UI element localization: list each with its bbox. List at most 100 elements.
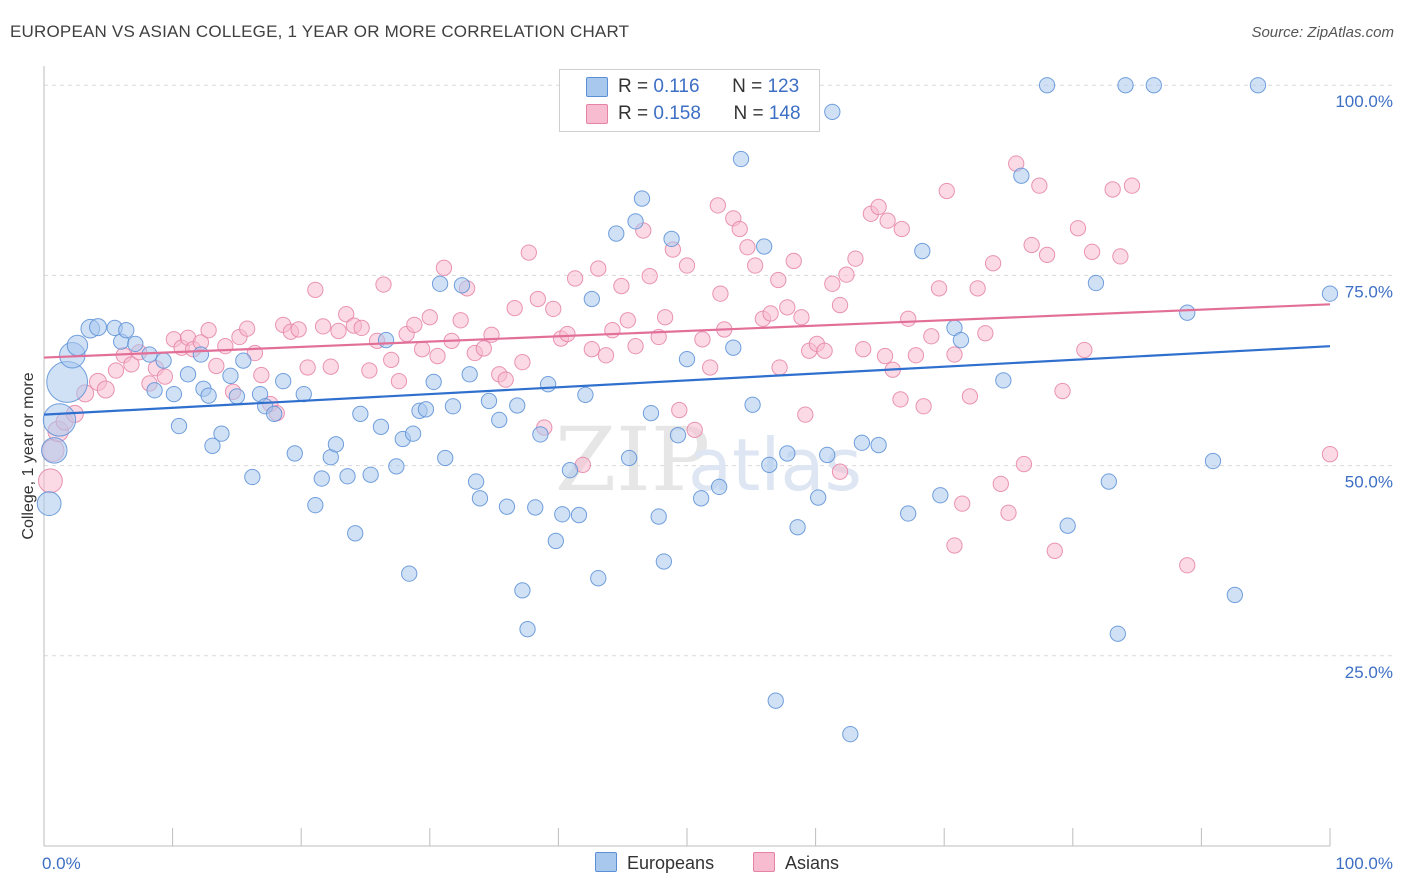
- european-point: [547, 532, 564, 550]
- asian-point: [671, 401, 688, 419]
- european-point: [1100, 473, 1117, 490]
- trend-lines: [43, 303, 1331, 416]
- asian-point: [497, 371, 514, 388]
- european-point: [192, 346, 210, 363]
- asian-point: [413, 341, 431, 358]
- european-point: [900, 505, 917, 522]
- european-point: [824, 103, 841, 120]
- asian-point: [96, 380, 115, 399]
- european-point: [1204, 452, 1222, 470]
- asian-point: [870, 198, 887, 216]
- asian-point: [1000, 504, 1017, 521]
- european-point: [200, 387, 217, 404]
- asian-point: [429, 347, 446, 365]
- asian-point: [770, 271, 787, 289]
- asian-point: [831, 296, 849, 314]
- asian-point: [938, 182, 955, 200]
- european-point: [779, 445, 796, 462]
- asian-point: [992, 475, 1009, 493]
- y-tick-label: 100.0%: [1335, 92, 1393, 111]
- european-point: [842, 726, 859, 743]
- asian-point: [771, 359, 788, 376]
- european-point: [561, 462, 579, 479]
- european-point: [620, 449, 638, 467]
- european-point: [663, 230, 680, 248]
- legend-n-label: N =: [732, 76, 768, 97]
- european-point: [36, 491, 62, 517]
- european-point: [744, 396, 761, 413]
- european-point: [204, 437, 221, 454]
- european-point: [692, 490, 710, 507]
- european-point: [228, 388, 246, 405]
- asian-point: [876, 347, 894, 365]
- bottom-legend-swatch-europeans: [595, 852, 617, 872]
- european-point: [170, 417, 188, 435]
- european-point: [761, 456, 778, 473]
- european-point: [362, 466, 379, 483]
- y-axis-label: College, 1 year or more: [20, 372, 37, 539]
- legend-n-label: N =: [733, 103, 769, 124]
- european-point: [767, 692, 784, 709]
- asian-point: [253, 366, 270, 384]
- asian-point: [656, 309, 674, 326]
- asian-point: [1104, 181, 1121, 198]
- european-point: [642, 404, 660, 422]
- grid-lines: [44, 84, 1392, 657]
- european-point: [514, 582, 531, 599]
- asian-point: [239, 320, 256, 337]
- european-point: [41, 437, 68, 464]
- european-point: [678, 350, 696, 368]
- bottom-legend-swatch-asians: [753, 852, 775, 872]
- european-point: [650, 508, 667, 525]
- asian-point: [969, 280, 986, 297]
- asian-point: [747, 257, 764, 274]
- asian-point: [915, 398, 932, 415]
- tick-labels: 25.0% 50.0% 75.0% 100.0% 0.0% 100.0%: [42, 92, 1393, 873]
- european-point: [1059, 517, 1076, 534]
- bottom-legend-asians: Asians: [753, 852, 839, 874]
- asian-point: [977, 325, 994, 342]
- y-tick-label: 75.0%: [1345, 282, 1393, 301]
- asian-point: [984, 255, 1002, 272]
- european-point: [491, 411, 508, 429]
- asian-point: [597, 347, 615, 364]
- european-point: [527, 499, 544, 516]
- asian-point: [452, 312, 469, 329]
- asian-point: [299, 359, 316, 376]
- asian-point: [641, 268, 658, 285]
- asian-point: [107, 362, 125, 379]
- asian-point: [514, 353, 531, 371]
- asian-point: [923, 328, 940, 345]
- asian-point: [709, 197, 727, 214]
- asian-point: [831, 463, 849, 480]
- european-point: [118, 322, 135, 339]
- european-point: [853, 434, 871, 451]
- european-point: [425, 373, 442, 391]
- european-point: [127, 335, 144, 353]
- european-point: [480, 392, 498, 410]
- european-point: [627, 213, 644, 230]
- legend: R = 0.116 N = 123 R = 0.158 N = 148: [559, 69, 820, 132]
- y-tick-label: 25.0%: [1345, 663, 1393, 682]
- european-point: [1321, 285, 1339, 302]
- european-point: [42, 403, 77, 437]
- european-point: [89, 318, 108, 337]
- european-point: [669, 427, 687, 444]
- asian-point: [793, 309, 810, 326]
- european-point: [810, 489, 827, 506]
- european-point: [165, 385, 183, 403]
- asian-point: [954, 495, 971, 512]
- european-point: [377, 331, 395, 349]
- european-point: [732, 150, 750, 168]
- asian-point: [1031, 177, 1048, 194]
- european-point: [417, 401, 435, 418]
- european-point: [313, 470, 330, 487]
- asian-point: [406, 316, 423, 334]
- european-point: [789, 519, 806, 536]
- asian-point: [785, 252, 802, 270]
- asian-point: [1321, 446, 1339, 463]
- european-point: [401, 565, 418, 582]
- asian-point: [855, 341, 872, 358]
- bottom-legend-europeans: Europeans: [595, 852, 714, 874]
